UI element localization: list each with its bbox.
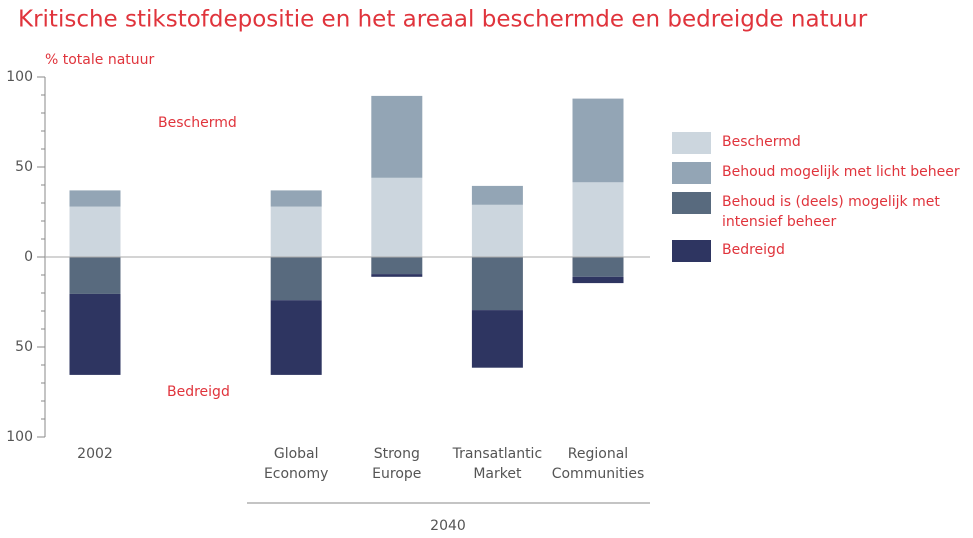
bar-segment: [371, 257, 423, 275]
x-tick-label: 2002: [77, 446, 113, 462]
legend-swatch: [672, 162, 711, 184]
y-axis-label: % totale natuur: [45, 52, 155, 68]
bar-segment: [471, 185, 523, 205]
bar-segment: [270, 206, 322, 257]
legend-swatch: [672, 132, 711, 154]
bar-segment: [69, 293, 121, 375]
bar-segment: [371, 177, 423, 257]
bar-segment: [270, 190, 322, 207]
y-tick-label: 50: [15, 159, 33, 175]
legend-label: Bedreigd: [722, 242, 785, 258]
x-tick-label: Transatlantic Market: [452, 446, 542, 482]
bar-segment: [471, 257, 523, 311]
x-tick-label: Global Economy: [264, 446, 328, 482]
chart-title: Kritische stikstofdepositie en het areaa…: [18, 7, 868, 33]
annotation: Bedreigd: [167, 384, 230, 400]
legend-label: Beschermd: [722, 134, 801, 150]
bar-segment: [270, 257, 322, 301]
y-tick-label: 100: [6, 69, 33, 85]
x-tick-label: Regional Communities: [552, 446, 645, 482]
bar-segment: [471, 310, 523, 368]
legend-swatch: [672, 240, 711, 262]
legend-item: Beschermd: [672, 132, 967, 154]
bar-segment: [572, 98, 624, 183]
bar-segment: [572, 276, 624, 284]
group-label: 2040: [430, 518, 466, 534]
legend-item: Bedreigd: [672, 240, 967, 262]
y-tick-label: 100: [6, 429, 33, 445]
y-tick-label: 50: [15, 339, 33, 355]
bar-segment: [371, 95, 423, 178]
legend: Beschermd Behoud mogelijk met licht behee…: [672, 132, 967, 270]
bar-segment: [69, 206, 121, 257]
legend-item: Behoud is (deels) mogelijk met intensief…: [672, 192, 967, 232]
bar-segment: [371, 274, 423, 277]
x-tick-label: Strong Europe: [372, 446, 421, 482]
bar-segment: [69, 190, 121, 207]
bar-segment: [69, 257, 121, 294]
y-tick-label: 0: [24, 249, 33, 265]
bar-segment: [270, 300, 322, 375]
bar-segment: [471, 204, 523, 257]
legend-swatch: [672, 192, 711, 214]
legend-item: Behoud mogelijk met licht beheer: [672, 162, 967, 184]
annotation: Beschermd: [158, 115, 237, 131]
bar-segment: [572, 182, 624, 257]
bar-segment: [572, 257, 624, 277]
legend-label: Behoud mogelijk met licht beheer: [722, 164, 960, 180]
legend-label: Behoud is (deels) mogelijk met intensief…: [722, 194, 940, 230]
